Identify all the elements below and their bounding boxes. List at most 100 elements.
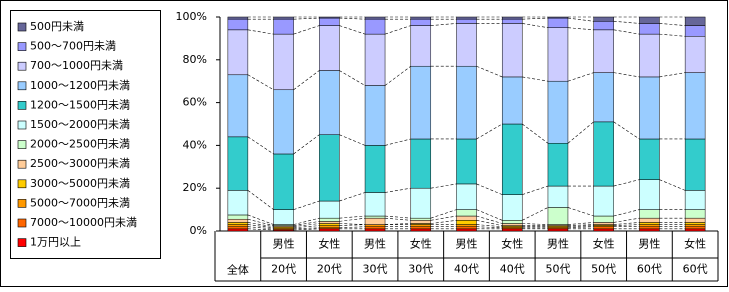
connector xyxy=(247,222,274,228)
connector xyxy=(247,226,274,230)
bar-segment xyxy=(456,23,477,67)
bar-segment xyxy=(319,221,340,224)
bar-segment xyxy=(593,21,614,31)
bar-segment xyxy=(639,222,660,225)
connector xyxy=(247,29,274,35)
connector xyxy=(384,25,411,35)
connector xyxy=(385,223,411,225)
connector xyxy=(293,200,320,210)
x-tick-label: 40代 xyxy=(454,263,479,276)
bar-segment xyxy=(410,138,432,189)
connector xyxy=(339,223,366,225)
legend-swatch xyxy=(17,101,27,110)
bar-segment xyxy=(227,228,249,232)
legend-label: 2000～2500円未満 xyxy=(30,138,130,151)
x-tick-label: 20代 xyxy=(271,263,296,276)
legend-label: 7000～10000円未満 xyxy=(30,216,137,229)
connector xyxy=(613,72,640,78)
legend-box xyxy=(10,10,161,259)
connector xyxy=(659,23,686,26)
connector xyxy=(567,225,594,228)
connector xyxy=(384,138,411,146)
connector xyxy=(385,215,411,219)
bar-segment xyxy=(593,185,614,217)
connector xyxy=(339,226,366,229)
bar-segment xyxy=(227,136,249,191)
bar-segment xyxy=(456,228,477,232)
bar-segment xyxy=(227,218,249,223)
legend-label: 2500～3000円未満 xyxy=(30,157,130,170)
x-tick-label: 50代 xyxy=(545,263,570,276)
bar-segment xyxy=(684,36,706,73)
bar-segment xyxy=(410,220,432,224)
connector xyxy=(613,217,640,223)
connector xyxy=(293,17,320,20)
bar-segment xyxy=(639,226,660,230)
connector xyxy=(339,224,366,226)
connector xyxy=(384,65,411,86)
connector xyxy=(293,225,320,229)
connector xyxy=(522,23,549,28)
legend-label: 1200～1500円未満 xyxy=(30,98,130,111)
legend-label: 5000～7000円未満 xyxy=(30,196,130,209)
bar-segment xyxy=(410,18,432,26)
bar-segment xyxy=(639,23,660,35)
bar-segment xyxy=(364,85,386,146)
bar-segment xyxy=(364,228,386,232)
bar-segment xyxy=(364,145,386,193)
bar-segment xyxy=(639,138,660,180)
bar-segment xyxy=(227,74,249,138)
x-tick-label: 40代 xyxy=(500,263,525,276)
bar-segment xyxy=(456,209,477,217)
bar-segment xyxy=(684,217,706,223)
bar-segment xyxy=(364,16,386,20)
connector xyxy=(613,224,640,226)
bar-segment xyxy=(227,222,249,225)
bar-segment xyxy=(410,224,432,227)
bar-segment xyxy=(456,65,477,140)
bar-segment xyxy=(501,220,523,224)
bar-segment xyxy=(639,33,660,78)
connector xyxy=(522,76,549,82)
bar-segment xyxy=(684,72,706,140)
connector xyxy=(522,185,549,195)
bar-segment xyxy=(227,190,249,216)
legend-swatch xyxy=(17,61,27,71)
connector xyxy=(613,20,640,24)
legend-swatch xyxy=(17,238,27,247)
bar-segment xyxy=(547,228,569,232)
bar-segment xyxy=(227,29,249,76)
bar-segment xyxy=(501,223,523,226)
connector xyxy=(613,121,640,140)
bar-segment xyxy=(547,185,569,208)
legend-swatch xyxy=(17,120,27,130)
connector xyxy=(567,121,594,144)
bar-segment xyxy=(684,138,706,191)
connector xyxy=(613,222,640,225)
legend-swatch xyxy=(17,81,27,91)
bar-segment xyxy=(364,215,386,219)
bar-segment xyxy=(684,226,706,230)
x-tick-label: 男性 xyxy=(638,237,660,251)
y-tick-label: 0% xyxy=(190,224,207,237)
connector xyxy=(339,217,366,222)
connector xyxy=(293,227,320,230)
bar-segment xyxy=(273,18,294,35)
bar-segment xyxy=(501,228,523,232)
bar-segment xyxy=(593,228,614,232)
bar-segment xyxy=(319,16,340,19)
bar-segment xyxy=(227,226,249,230)
connector xyxy=(247,218,274,226)
bar-segment xyxy=(410,65,432,140)
bar-segment xyxy=(227,214,249,220)
connector xyxy=(293,25,320,35)
connector xyxy=(293,228,320,231)
bar-segment xyxy=(593,29,614,73)
connector xyxy=(522,223,548,225)
bar-segment xyxy=(319,223,340,226)
bar-segment xyxy=(639,228,660,232)
bar-segment xyxy=(319,70,340,135)
bar-segment xyxy=(547,27,569,82)
bar-segment xyxy=(273,153,294,210)
legend-swatch xyxy=(17,179,27,189)
